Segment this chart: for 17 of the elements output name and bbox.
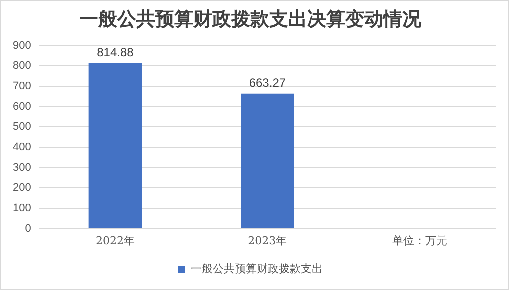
legend-label: 一般公共预算财政拨款支出 — [190, 262, 323, 276]
y-tick-label: 300 — [12, 162, 32, 174]
y-tick-label: 200 — [12, 182, 32, 194]
y-tick-label: 400 — [12, 142, 32, 154]
y-tick-label: 600 — [12, 100, 32, 113]
data-label: 814.88 — [97, 45, 134, 60]
y-tick-label: 500 — [12, 121, 32, 134]
data-label: 663.27 — [249, 76, 286, 90]
y-tick-label: 0 — [25, 222, 32, 235]
chart-title: 一般公共预算财政拨款支出决算变动情况 — [80, 8, 422, 30]
y-tick-label: 800 — [12, 60, 32, 72]
y-tick-label: 100 — [12, 202, 32, 214]
x-tick-label: 2023年 — [248, 234, 288, 248]
x-tick-label: 2022年 — [96, 234, 135, 248]
y-tick-label: 900 — [12, 40, 32, 52]
x-tick-label: 单位：万元 — [392, 234, 448, 248]
y-tick-label: 700 — [12, 80, 32, 92]
